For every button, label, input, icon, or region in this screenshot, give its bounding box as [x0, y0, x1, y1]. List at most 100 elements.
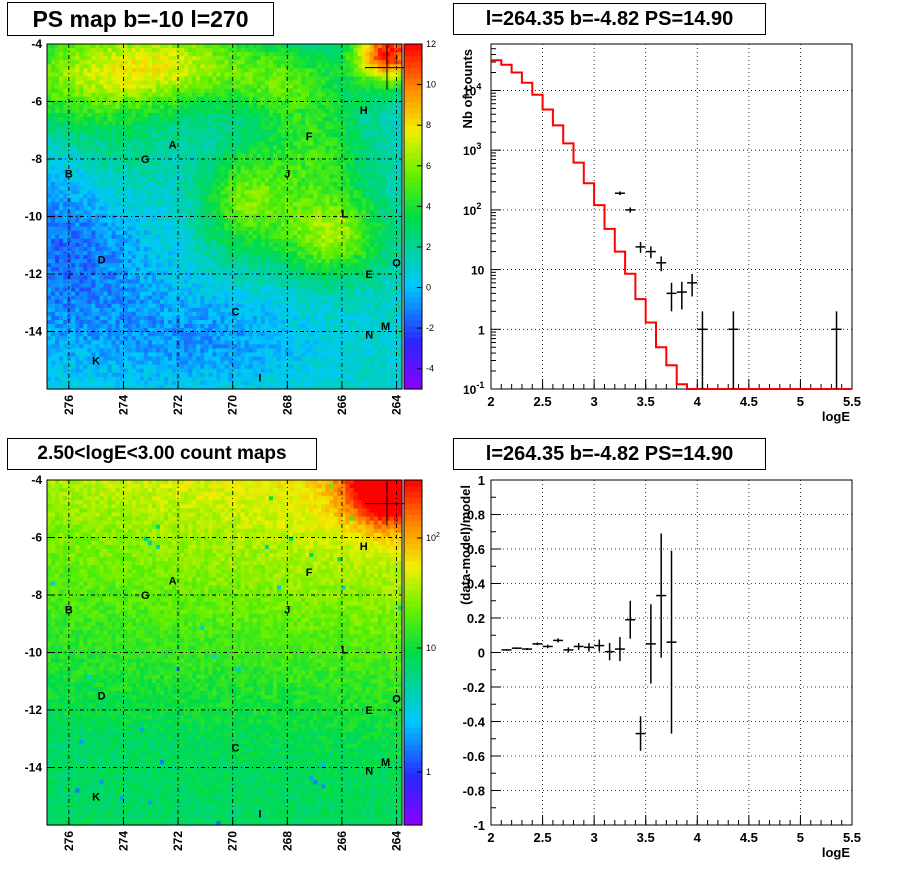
heatmap-cell: [123, 52, 129, 57]
heatmap-cell: [200, 242, 205, 248]
heatmap-cell: [353, 206, 359, 212]
heatmap-cell: [232, 60, 238, 65]
heatmap-cell: [353, 145, 359, 151]
heatmap-cell: [143, 141, 149, 147]
heatmap-cell: [224, 113, 230, 118]
heatmap-cell: [180, 222, 185, 228]
heatmap-cell: [385, 48, 391, 53]
heatmap-cell: [220, 56, 226, 61]
heatmap-cell: [313, 177, 318, 183]
heatmap-cell: [79, 194, 84, 199]
heatmap-cell: [309, 218, 314, 224]
heatmap-cell: [361, 165, 367, 171]
heatmap-cell: [341, 44, 347, 49]
heatmap-cell: [115, 255, 121, 260]
heatmap-cell: [381, 206, 387, 212]
heatmap-cell: [276, 125, 282, 130]
heatmap-cell: [272, 242, 278, 248]
heatmap-cell: [377, 202, 383, 207]
heatmap-cell: [313, 173, 318, 179]
heatmap-cell: [349, 202, 355, 207]
heatmap-cell: [272, 64, 278, 69]
heatmap-cell: [236, 108, 242, 114]
heatmap-cell: [139, 157, 145, 163]
heatmap-cell: [321, 149, 326, 155]
heatmap-cell: [397, 259, 403, 264]
heatmap-cell: [47, 230, 52, 236]
heatmap-cell: [172, 210, 177, 216]
heatmap-cell: [301, 88, 306, 94]
heatmap-cell: [276, 108, 282, 114]
heatmap-cell: [256, 108, 262, 114]
heatmap-cell: [289, 210, 294, 216]
heatmap-cell: [341, 169, 347, 175]
heatmap-cell: [264, 161, 270, 167]
heatmap-cell: [297, 64, 302, 69]
heatmap-cell: [305, 222, 310, 228]
heatmap-cell: [63, 230, 68, 236]
heatmap-cell: [83, 214, 88, 220]
heatmap-cell: [252, 169, 258, 175]
heatmap-cell: [397, 121, 403, 126]
heatmap-cell: [91, 177, 97, 183]
heatmap-cell: [268, 68, 274, 74]
heatmap-cell: [248, 230, 254, 236]
heatmap-cell: [87, 246, 92, 252]
heatmap-cell: [119, 169, 125, 175]
heatmap-cell: [47, 129, 52, 134]
heatmap-cell: [51, 117, 56, 122]
heatmap-cell: [188, 149, 193, 155]
heatmap-cell: [87, 222, 92, 228]
heatmap-cell: [276, 117, 282, 122]
heatmap-cell: [172, 129, 177, 134]
heatmap-cell: [329, 121, 335, 126]
heatmap-cell: [365, 186, 371, 191]
heatmap-cell: [228, 259, 234, 264]
heatmap-cell: [272, 202, 278, 207]
heatmap-cell: [228, 153, 234, 159]
heatmap-cell: [168, 56, 173, 61]
heatmap-cell: [325, 186, 330, 191]
heatmap-cell: [147, 121, 153, 126]
heatmap-cell: [131, 206, 137, 212]
heatmap-cell: [188, 80, 193, 86]
heatmap-cell: [309, 161, 314, 167]
heatmap-cell: [317, 255, 322, 260]
heatmap-cell: [155, 226, 161, 232]
heatmap-cell: [172, 161, 177, 167]
heatmap-cell: [329, 48, 335, 53]
heatmap-cell: [369, 141, 375, 147]
heatmap-cell: [115, 222, 121, 228]
heatmap-cell: [192, 141, 197, 147]
heatmap-cell: [301, 56, 306, 61]
heatmap-cell: [67, 177, 72, 183]
heatmap-cell: [252, 100, 258, 106]
heatmap-cell: [301, 198, 306, 203]
heatmap-cell: [365, 117, 371, 122]
heatmap-cell: [63, 218, 68, 224]
heatmap-cell: [180, 169, 185, 175]
heatmap-cell: [67, 173, 72, 179]
heatmap-cell: [276, 153, 282, 159]
heatmap-cell: [51, 84, 56, 90]
heatmap-cell: [272, 68, 278, 74]
heatmap-cell: [268, 161, 274, 167]
heatmap-cell: [272, 60, 278, 65]
heatmap-cell: [297, 104, 302, 110]
heatmap-cell: [75, 259, 80, 264]
heatmap-cell: [143, 133, 149, 138]
heatmap-cell: [309, 246, 314, 252]
heatmap-cell: [115, 206, 121, 212]
heatmap-cell: [264, 182, 270, 187]
heatmap-cell: [212, 226, 218, 232]
heatmap-cell: [91, 129, 97, 134]
heatmap-cell: [240, 255, 246, 260]
heatmap-cell: [184, 113, 189, 118]
heatmap-cell: [111, 177, 117, 183]
heatmap-cell: [127, 194, 133, 199]
heatmap-cell: [313, 238, 318, 244]
heatmap-cell: [131, 60, 137, 65]
heatmap-cell: [208, 182, 213, 187]
heatmap-cell: [248, 153, 254, 159]
heatmap-cell: [333, 194, 339, 199]
